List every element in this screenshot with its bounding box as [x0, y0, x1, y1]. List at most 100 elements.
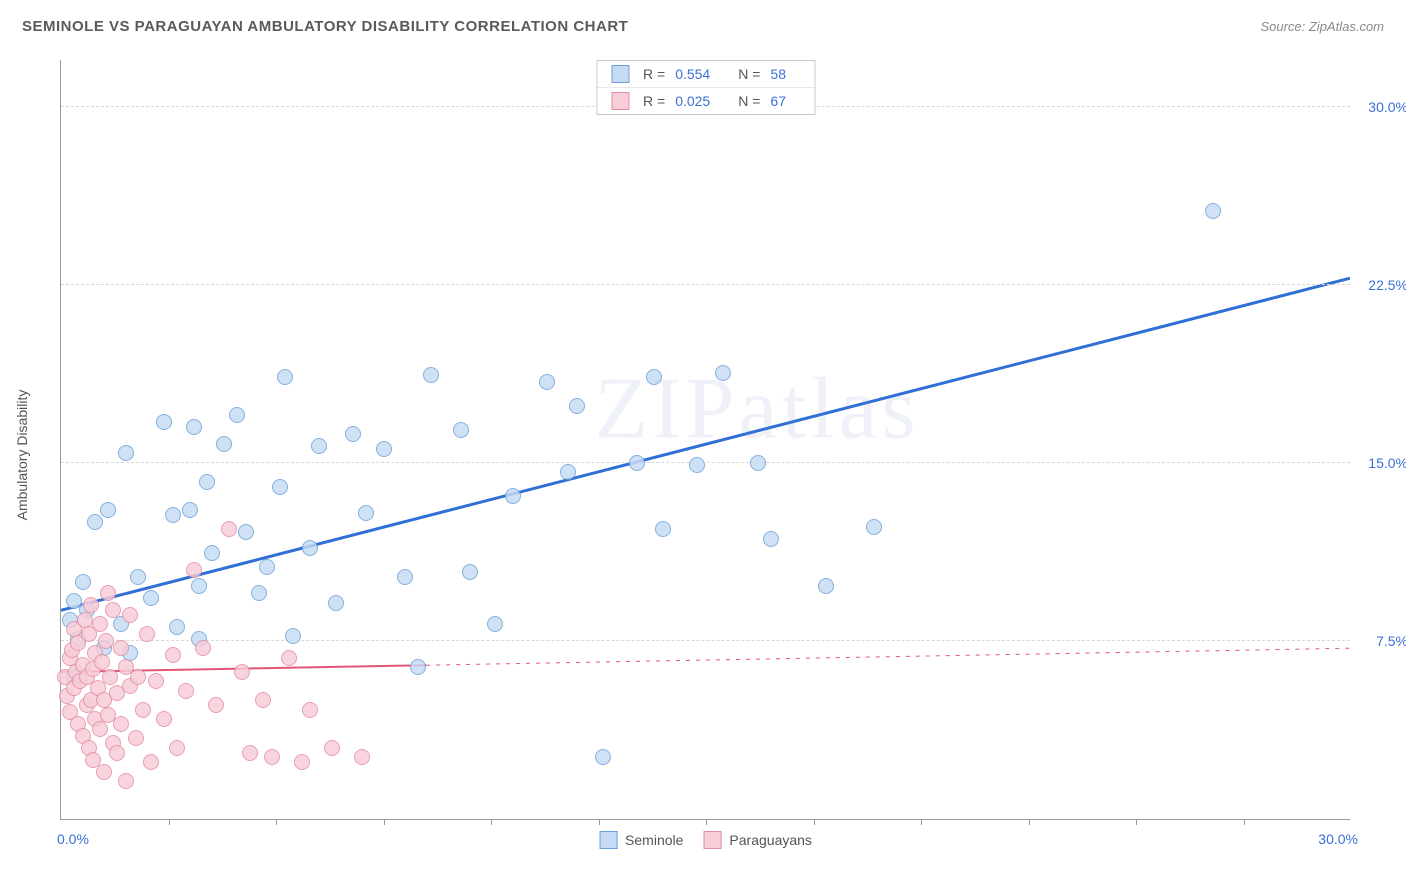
data-point — [302, 702, 318, 718]
x-tick — [814, 819, 815, 825]
data-point — [135, 702, 151, 718]
data-point — [281, 650, 297, 666]
legend-label-seminole: Seminole — [625, 832, 683, 848]
data-point — [376, 441, 392, 457]
r-label: R = — [643, 66, 665, 82]
data-point — [204, 545, 220, 561]
data-point — [148, 673, 164, 689]
legend-stats-row-paraguayans: R = 0.025 N = 67 — [597, 87, 814, 114]
data-point — [100, 502, 116, 518]
data-point — [569, 398, 585, 414]
data-point — [105, 602, 121, 618]
data-point — [272, 479, 288, 495]
x-tick — [169, 819, 170, 825]
data-point — [715, 365, 731, 381]
data-point — [83, 597, 99, 613]
data-point — [410, 659, 426, 675]
chart-title: SEMINOLE VS PARAGUAYAN AMBULATORY DISABI… — [22, 18, 628, 35]
data-point — [165, 507, 181, 523]
data-point — [109, 745, 125, 761]
r-value-seminole: 0.554 — [675, 66, 710, 82]
data-point — [689, 457, 705, 473]
data-point — [118, 773, 134, 789]
data-point — [113, 716, 129, 732]
swatch-paraguayans — [703, 831, 721, 849]
data-point — [143, 590, 159, 606]
data-point — [100, 585, 116, 601]
data-point — [539, 374, 555, 390]
data-point — [763, 531, 779, 547]
grid-line — [61, 284, 1350, 285]
data-point — [195, 640, 211, 656]
n-value-seminole: 58 — [770, 66, 786, 82]
data-point — [182, 502, 198, 518]
data-point — [199, 474, 215, 490]
swatch-seminole — [611, 65, 629, 83]
data-point — [216, 436, 232, 452]
data-point — [186, 562, 202, 578]
y-axis-title: Ambulatory Disability — [14, 390, 30, 521]
data-point — [139, 626, 155, 642]
data-point — [130, 669, 146, 685]
y-tick-label: 30.0% — [1368, 99, 1406, 115]
data-point — [128, 730, 144, 746]
data-point — [358, 505, 374, 521]
source-attribution: Source: ZipAtlas.com — [1260, 19, 1384, 34]
data-point — [328, 595, 344, 611]
data-point — [208, 697, 224, 713]
x-tick — [384, 819, 385, 825]
data-point — [277, 369, 293, 385]
legend-item-paraguayans: Paraguayans — [703, 831, 812, 849]
watermark: ZIPatlas — [594, 359, 919, 460]
data-point — [423, 367, 439, 383]
data-point — [750, 455, 766, 471]
data-point — [92, 721, 108, 737]
data-point — [156, 414, 172, 430]
data-point — [169, 740, 185, 756]
x-tick — [491, 819, 492, 825]
trend-lines-svg — [61, 60, 1350, 819]
chart-container: Ambulatory Disability ZIPatlas R = 0.554… — [50, 60, 1385, 850]
data-point — [595, 749, 611, 765]
data-point — [191, 578, 207, 594]
r-value-paraguayans: 0.025 — [675, 93, 710, 109]
data-point — [75, 574, 91, 590]
data-point — [113, 640, 129, 656]
data-point — [186, 419, 202, 435]
data-point — [251, 585, 267, 601]
data-point — [259, 559, 275, 575]
data-point — [462, 564, 478, 580]
grid-line — [61, 462, 1350, 463]
y-tick-label: 22.5% — [1368, 277, 1406, 293]
data-point — [130, 569, 146, 585]
data-point — [324, 740, 340, 756]
x-axis-min-label: 0.0% — [57, 831, 89, 847]
x-axis-max-label: 30.0% — [1318, 831, 1358, 847]
data-point — [487, 616, 503, 632]
data-point — [178, 683, 194, 699]
grid-line — [61, 640, 1350, 641]
data-point — [1205, 203, 1221, 219]
legend-item-seminole: Seminole — [599, 831, 683, 849]
data-point — [234, 664, 250, 680]
y-tick-label: 7.5% — [1376, 633, 1406, 649]
x-tick — [706, 819, 707, 825]
data-point — [818, 578, 834, 594]
data-point — [229, 407, 245, 423]
data-point — [264, 749, 280, 765]
data-point — [221, 521, 237, 537]
data-point — [143, 754, 159, 770]
data-point — [294, 754, 310, 770]
x-tick — [276, 819, 277, 825]
data-point — [156, 711, 172, 727]
data-point — [453, 422, 469, 438]
n-value-paraguayans: 67 — [770, 93, 786, 109]
data-point — [655, 521, 671, 537]
x-tick — [1244, 819, 1245, 825]
data-point — [122, 607, 138, 623]
data-point — [302, 540, 318, 556]
data-point — [98, 633, 114, 649]
y-tick-label: 15.0% — [1368, 455, 1406, 471]
data-point — [345, 426, 361, 442]
data-point — [238, 524, 254, 540]
